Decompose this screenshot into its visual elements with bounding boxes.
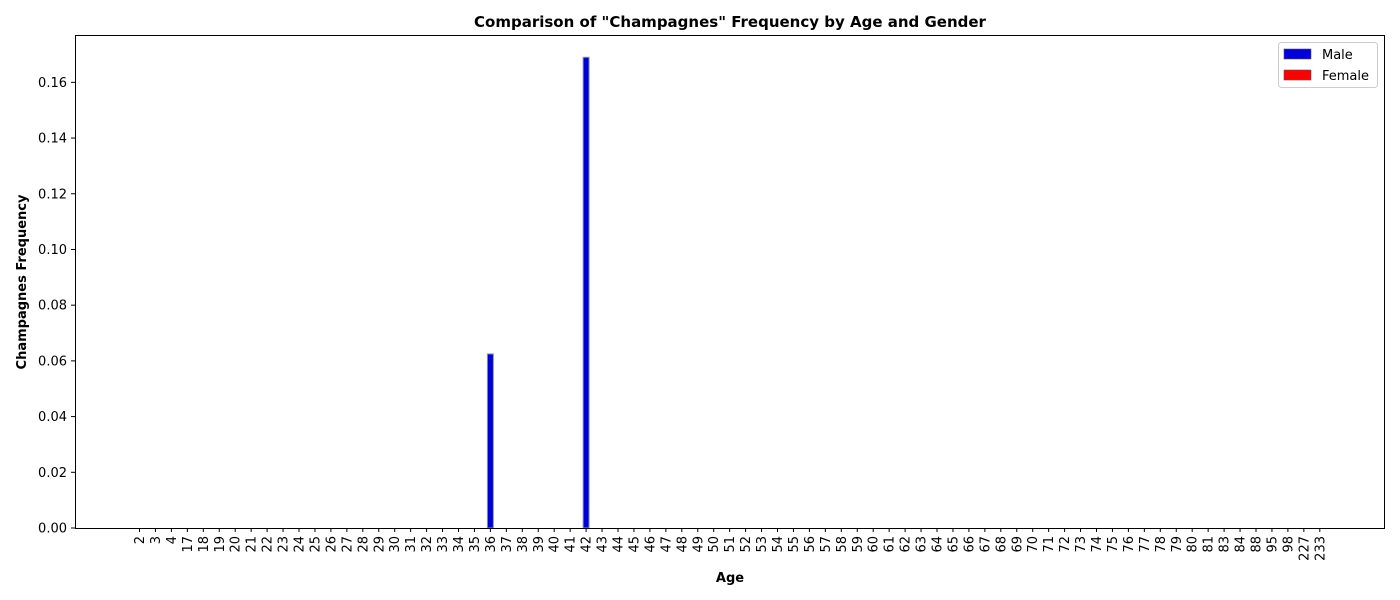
x-tick-label: 44: [612, 536, 627, 553]
x-tick-label: 81: [1202, 536, 1217, 553]
x-tick-label: 68: [994, 536, 1009, 553]
x-tick-label: 24: [293, 536, 308, 553]
x-tick-label: 49: [691, 536, 706, 553]
x-tick-label: 35: [468, 536, 483, 553]
x-tick-label: 98: [1281, 536, 1296, 553]
x-tick-label: 71: [1042, 536, 1057, 553]
y-tick-label: 0.10: [38, 243, 67, 258]
x-tick-label: 53: [755, 536, 770, 553]
x-tick-label: 59: [851, 536, 866, 553]
bar-male-age-36: [486, 353, 494, 529]
legend-swatch-female: [1283, 69, 1312, 81]
x-tick-label: 32: [420, 536, 435, 553]
x-tick-label: 56: [803, 536, 818, 553]
y-tick-label: 0.04: [38, 410, 67, 425]
x-tick-label: 58: [835, 536, 850, 553]
chart-title: Comparison of "Champagnes" Frequency by …: [474, 13, 987, 31]
bar-male-age-42: [582, 56, 590, 529]
legend: Male Female: [1278, 42, 1378, 88]
x-tick-label: 50: [707, 536, 722, 553]
y-axis: 0.00 0.02 0.04 0.06 0.08 0.10 0.12 0.14 0.16: [38, 76, 75, 537]
bars-group: [486, 56, 590, 529]
x-tick-label: 42: [580, 536, 595, 553]
y-tick-label: 0.00: [38, 522, 67, 537]
x-tick-label: 51: [723, 536, 738, 553]
x-tick-label: 46: [643, 536, 658, 553]
x-tick-label: 67: [978, 536, 993, 553]
x-tick-label: 77: [1138, 536, 1153, 553]
x-tick-label: 52: [739, 536, 754, 553]
x-tick-label: 78: [1154, 536, 1169, 553]
x-tick-label: 65: [946, 536, 961, 553]
x-tick-label: 66: [962, 536, 977, 553]
x-tick-label: 48: [675, 536, 690, 553]
x-tick-label: 41: [564, 536, 579, 553]
x-tick-label: 43: [596, 536, 611, 553]
y-tick-label: 0.16: [38, 76, 67, 91]
x-tick-label: 40: [548, 536, 563, 553]
x-tick-label: 2: [133, 536, 148, 544]
x-tick-label: 95: [1265, 536, 1280, 553]
x-tick-label: 57: [819, 536, 834, 553]
x-tick-label: 73: [1074, 536, 1089, 553]
x-tick-label: 38: [516, 536, 531, 553]
x-tick-label: 20: [229, 536, 244, 553]
x-axis: 2 3 4 17 18 19 20 21 22 23 24 25 26 27 28 29 30 31 32 33 34 3…: [133, 528, 1328, 561]
x-tick-label: 233: [1313, 536, 1328, 561]
x-tick-label: 69: [1010, 536, 1025, 553]
x-tick-label: 25: [308, 536, 323, 553]
x-tick-label: 28: [356, 536, 371, 553]
x-tick-label: 83: [1218, 536, 1233, 553]
x-tick-label: 37: [500, 536, 515, 553]
x-tick-label: 47: [659, 536, 674, 553]
x-tick-label: 19: [213, 536, 228, 553]
x-tick-label: 88: [1250, 536, 1265, 553]
x-tick-label: 21: [245, 536, 260, 553]
x-tick-label: 27: [340, 536, 355, 553]
y-tick-label: 0.14: [38, 132, 67, 147]
x-tick-label: 84: [1234, 536, 1249, 553]
x-tick-label: 23: [277, 536, 292, 553]
legend-label-male: Male: [1322, 48, 1353, 63]
x-tick-label: 60: [867, 536, 882, 553]
x-tick-label: 80: [1186, 536, 1201, 553]
y-axis-label: Champagnes Frequency: [15, 194, 30, 369]
x-tick-label: 33: [436, 536, 451, 553]
x-tick-label: 75: [1106, 536, 1121, 553]
x-tick-label: 34: [452, 536, 467, 553]
x-tick-label: 62: [899, 536, 914, 553]
x-tick-label: 63: [915, 536, 930, 553]
x-tick-label: 61: [883, 536, 898, 553]
x-tick-label: 31: [404, 536, 419, 553]
x-tick-label: 64: [931, 536, 946, 553]
plot-frame: [75, 35, 1385, 529]
x-axis-label: Age: [716, 571, 744, 586]
x-tick-label: 79: [1170, 536, 1185, 553]
x-tick-label: 55: [787, 536, 802, 553]
x-tick-label: 45: [627, 536, 642, 553]
legend-label-female: Female: [1322, 69, 1369, 84]
x-tick-label: 227: [1297, 536, 1312, 561]
y-tick-label: 0.12: [38, 187, 67, 202]
y-tick-label: 0.02: [38, 466, 67, 481]
x-tick-label: 3: [149, 536, 164, 544]
x-tick-label: 18: [197, 536, 212, 553]
y-tick-label: 0.08: [38, 299, 67, 314]
x-tick-label: 26: [324, 536, 339, 553]
x-tick-label: 29: [372, 536, 387, 553]
x-tick-label: 54: [771, 536, 786, 553]
y-tick-label: 0.06: [38, 354, 67, 369]
x-tick-label: 74: [1090, 536, 1105, 553]
x-tick-label: 4: [165, 536, 180, 544]
x-tick-label: 22: [261, 536, 276, 553]
x-tick-label: 72: [1058, 536, 1073, 553]
x-tick-label: 39: [532, 536, 547, 553]
x-tick-label: 76: [1122, 536, 1137, 553]
x-tick-label: 36: [484, 536, 499, 553]
x-tick-label: 17: [181, 536, 196, 553]
x-tick-label: 70: [1026, 536, 1041, 553]
legend-swatch-male: [1283, 48, 1312, 60]
x-tick-label: 30: [388, 536, 403, 553]
